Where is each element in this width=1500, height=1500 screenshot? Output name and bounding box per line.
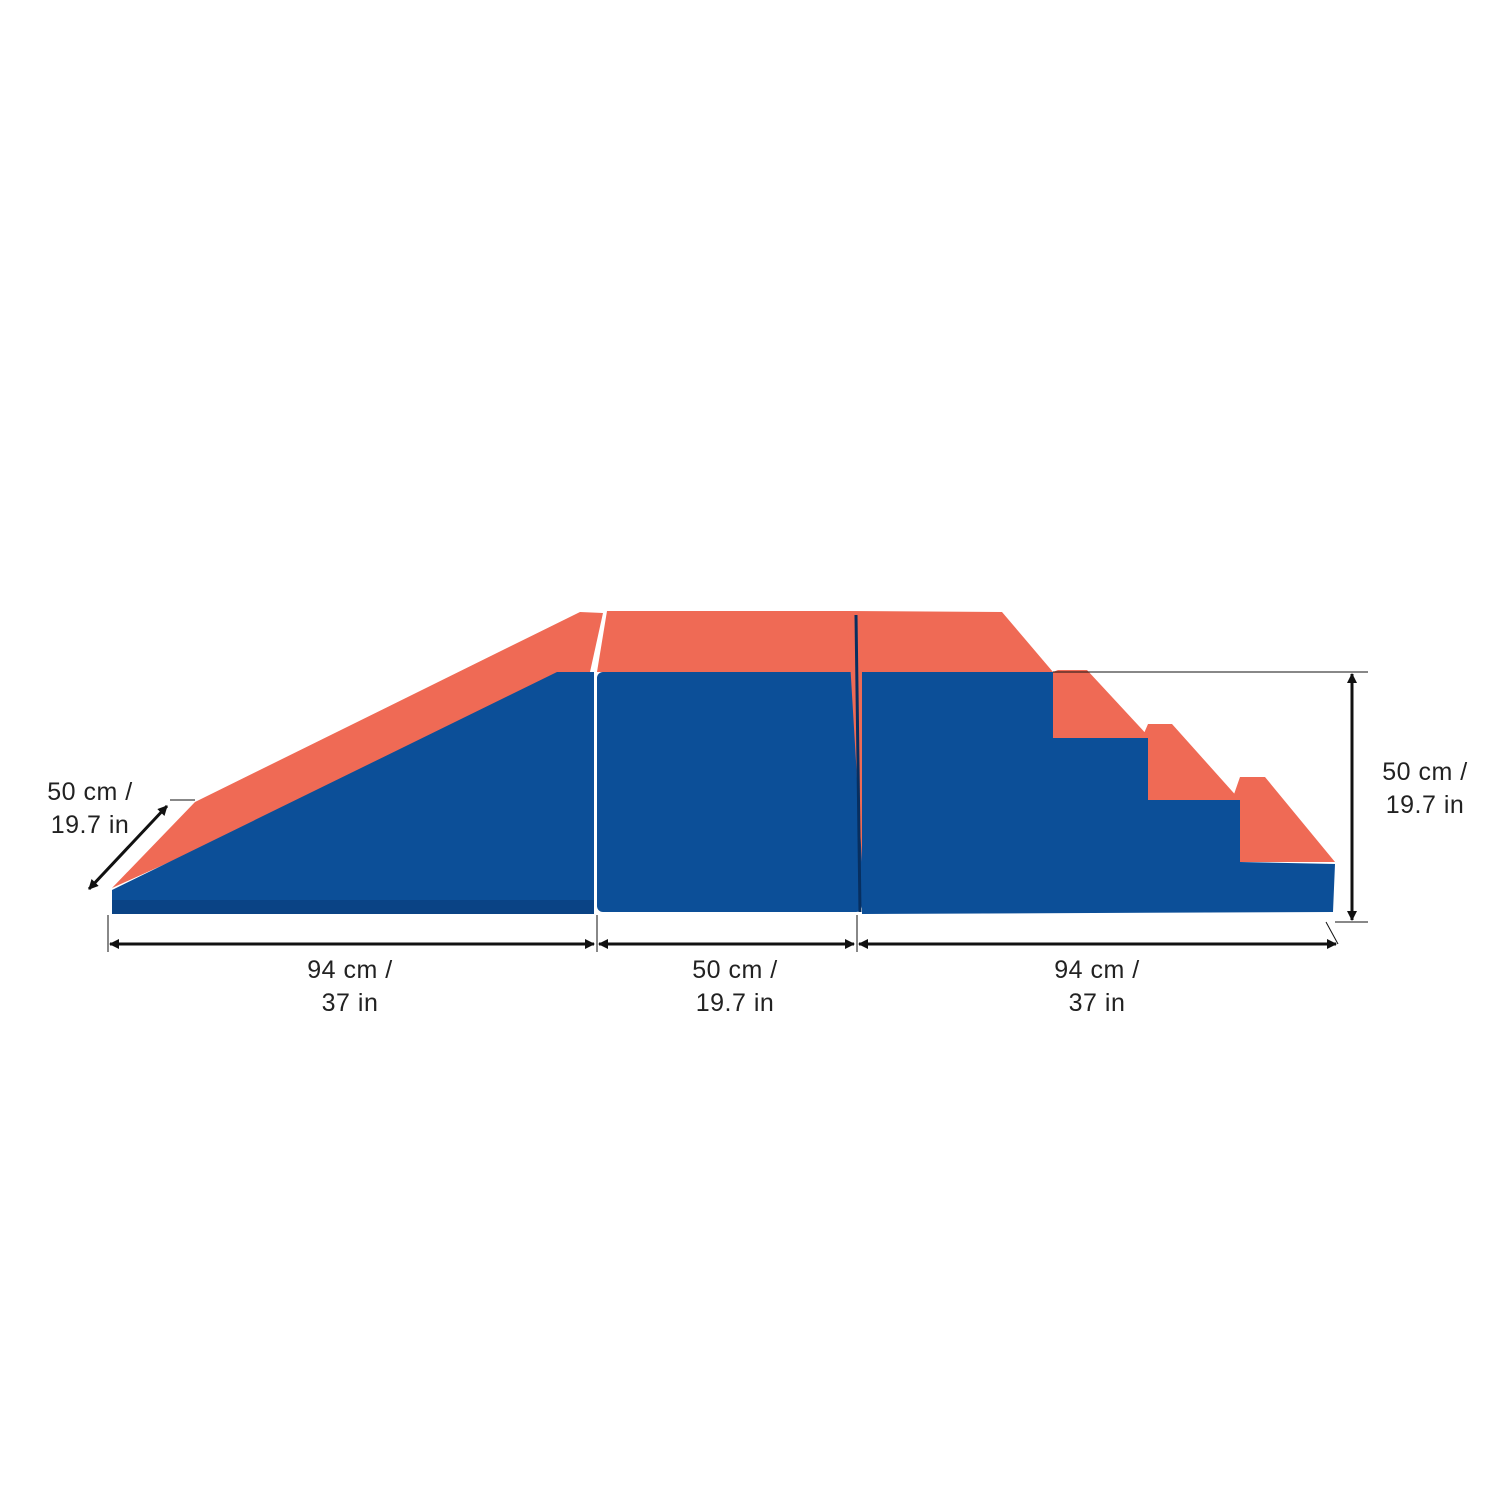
ramp-top-face: [112, 612, 603, 888]
height-label-imperial: 19.7 in: [1385, 791, 1465, 819]
cube-length-imperial: 19.7 in: [695, 989, 775, 1017]
ramp-base: [112, 900, 594, 914]
cube-length-metric: 50 cm /: [692, 956, 778, 984]
ramp-length-label: 94 cm / 37 in: [280, 954, 420, 1020]
height-label: 50 cm / 19.7 in: [1360, 756, 1490, 822]
cube-top-face: [597, 611, 862, 672]
ramp-block: [112, 612, 603, 914]
depth-label-imperial: 19.7 in: [50, 811, 130, 839]
height-label-metric: 50 cm /: [1382, 758, 1468, 786]
ramp-length-imperial: 37 in: [321, 989, 379, 1017]
cube-block: [597, 611, 862, 912]
ramp-front-face: [112, 672, 594, 912]
depth-label-metric: 50 cm /: [47, 778, 133, 806]
depth-label: 50 cm / 19.7 in: [20, 776, 160, 842]
dimension-lines: [87, 671, 1368, 952]
stairs-front-face: [862, 672, 1335, 914]
guide-line: [1325, 921, 1339, 945]
depth-arrow: [87, 804, 169, 891]
cube-length-label: 50 cm / 19.7 in: [665, 954, 805, 1020]
stairs-length-imperial: 37 in: [1068, 989, 1126, 1017]
stairs-block: [847, 611, 1335, 914]
stairs-length-metric: 94 cm /: [1054, 956, 1140, 984]
seam: [854, 614, 862, 913]
ramp-length-metric: 94 cm /: [307, 956, 393, 984]
stairs-length-label: 94 cm / 37 in: [1027, 954, 1167, 1020]
cube-front-face: [597, 672, 862, 912]
